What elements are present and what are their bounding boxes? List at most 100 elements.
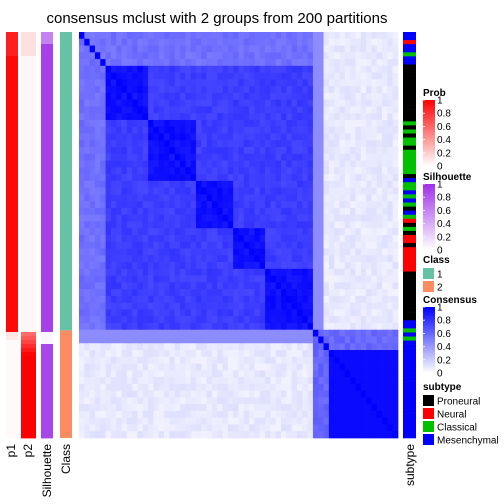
consensus-cell	[302, 282, 308, 289]
consensus-cell	[122, 337, 128, 344]
consensus-cell	[180, 303, 186, 310]
consensus-cell	[106, 32, 112, 39]
consensus-cell	[159, 39, 165, 46]
consensus-cell	[270, 411, 276, 418]
consensus-cell	[90, 350, 96, 357]
consensus-cell	[100, 32, 106, 39]
consensus-cell	[201, 384, 207, 391]
consensus-cell	[116, 181, 122, 188]
consensus-cell	[334, 221, 340, 228]
consensus-cell	[281, 120, 287, 127]
consensus-cell	[217, 282, 223, 289]
consensus-cell	[180, 140, 186, 147]
consensus-cell	[308, 370, 314, 377]
consensus-cell	[387, 73, 393, 80]
consensus-cell	[111, 391, 117, 398]
consensus-cell	[361, 113, 367, 120]
consensus-cell	[148, 323, 154, 330]
consensus-cell	[175, 249, 181, 256]
p1-cell	[6, 264, 18, 268]
consensus-cell	[79, 181, 85, 188]
consensus-cell	[318, 127, 324, 134]
consensus-cell	[79, 100, 85, 107]
consensus-cell	[361, 350, 367, 357]
consensus-cell	[169, 350, 175, 357]
consensus-cell	[207, 316, 213, 323]
consensus-cell	[297, 364, 303, 371]
consensus-cell	[244, 323, 250, 330]
consensus-cell	[127, 377, 133, 384]
p2-cell	[21, 172, 36, 176]
consensus-cell	[233, 79, 239, 86]
consensus-cell	[350, 370, 356, 377]
consensus-cell	[233, 161, 239, 168]
consensus-cell	[297, 127, 303, 134]
consensus-cell	[281, 397, 287, 404]
consensus-cell	[292, 32, 298, 39]
subtype-cell	[403, 85, 416, 89]
silhouette-cell	[41, 352, 53, 356]
consensus-cell	[228, 269, 234, 276]
consensus-cell	[106, 59, 112, 66]
consensus-cell	[212, 255, 218, 262]
consensus-cell	[212, 167, 218, 174]
consensus-cell	[334, 316, 340, 323]
consensus-cell	[340, 106, 346, 113]
consensus-cell	[270, 276, 276, 283]
consensus-cell	[276, 167, 282, 174]
consensus-cell	[265, 269, 271, 276]
consensus-cell	[90, 269, 96, 276]
consensus-cell	[169, 66, 175, 73]
consensus-cell	[233, 127, 239, 134]
consensus-cell	[324, 66, 330, 73]
silhouette-cell	[41, 116, 53, 120]
consensus-cell	[137, 350, 143, 357]
consensus-cell	[297, 208, 303, 215]
consensus-cell	[159, 343, 165, 350]
consensus-cell	[276, 147, 282, 154]
consensus-cell	[292, 106, 298, 113]
consensus-cell	[292, 79, 298, 86]
consensus-cell	[292, 424, 298, 431]
consensus-cell	[95, 418, 101, 425]
consensus-cell	[90, 59, 96, 66]
consensus-cell	[361, 140, 367, 147]
consensus-cell	[270, 201, 276, 208]
consensus-cell	[292, 370, 298, 377]
consensus-cell	[270, 242, 276, 249]
consensus-cell	[228, 100, 234, 107]
consensus-cell	[100, 161, 106, 168]
consensus-cell	[244, 194, 250, 201]
consensus-cell	[228, 46, 234, 53]
consensus-cell	[302, 174, 308, 181]
consensus-cell	[233, 242, 239, 249]
legend-tick-label: 0.8	[437, 193, 451, 204]
consensus-cell	[313, 106, 319, 113]
consensus-cell	[111, 330, 117, 337]
consensus-cell	[116, 418, 122, 425]
consensus-cell	[122, 32, 128, 39]
consensus-cell	[270, 431, 276, 438]
consensus-cell	[95, 106, 101, 113]
consensus-cell	[116, 384, 122, 391]
p2-cell	[21, 356, 36, 360]
consensus-cell	[286, 303, 292, 310]
consensus-cell	[260, 52, 266, 59]
consensus-cell	[334, 418, 340, 425]
consensus-cell	[90, 431, 96, 438]
consensus-cell	[281, 404, 287, 411]
consensus-cell	[270, 424, 276, 431]
consensus-cell	[366, 59, 372, 66]
consensus-cell	[286, 93, 292, 100]
consensus-cell	[175, 418, 181, 425]
consensus-cell	[164, 59, 170, 66]
consensus-cell	[334, 249, 340, 256]
consensus-cell	[350, 289, 356, 296]
consensus-cell	[143, 221, 149, 228]
consensus-cell	[185, 188, 191, 195]
consensus-cell	[122, 215, 128, 222]
consensus-cell	[148, 350, 154, 357]
consensus-cell	[106, 228, 112, 235]
consensus-cell	[180, 235, 186, 242]
consensus-cell	[260, 282, 266, 289]
